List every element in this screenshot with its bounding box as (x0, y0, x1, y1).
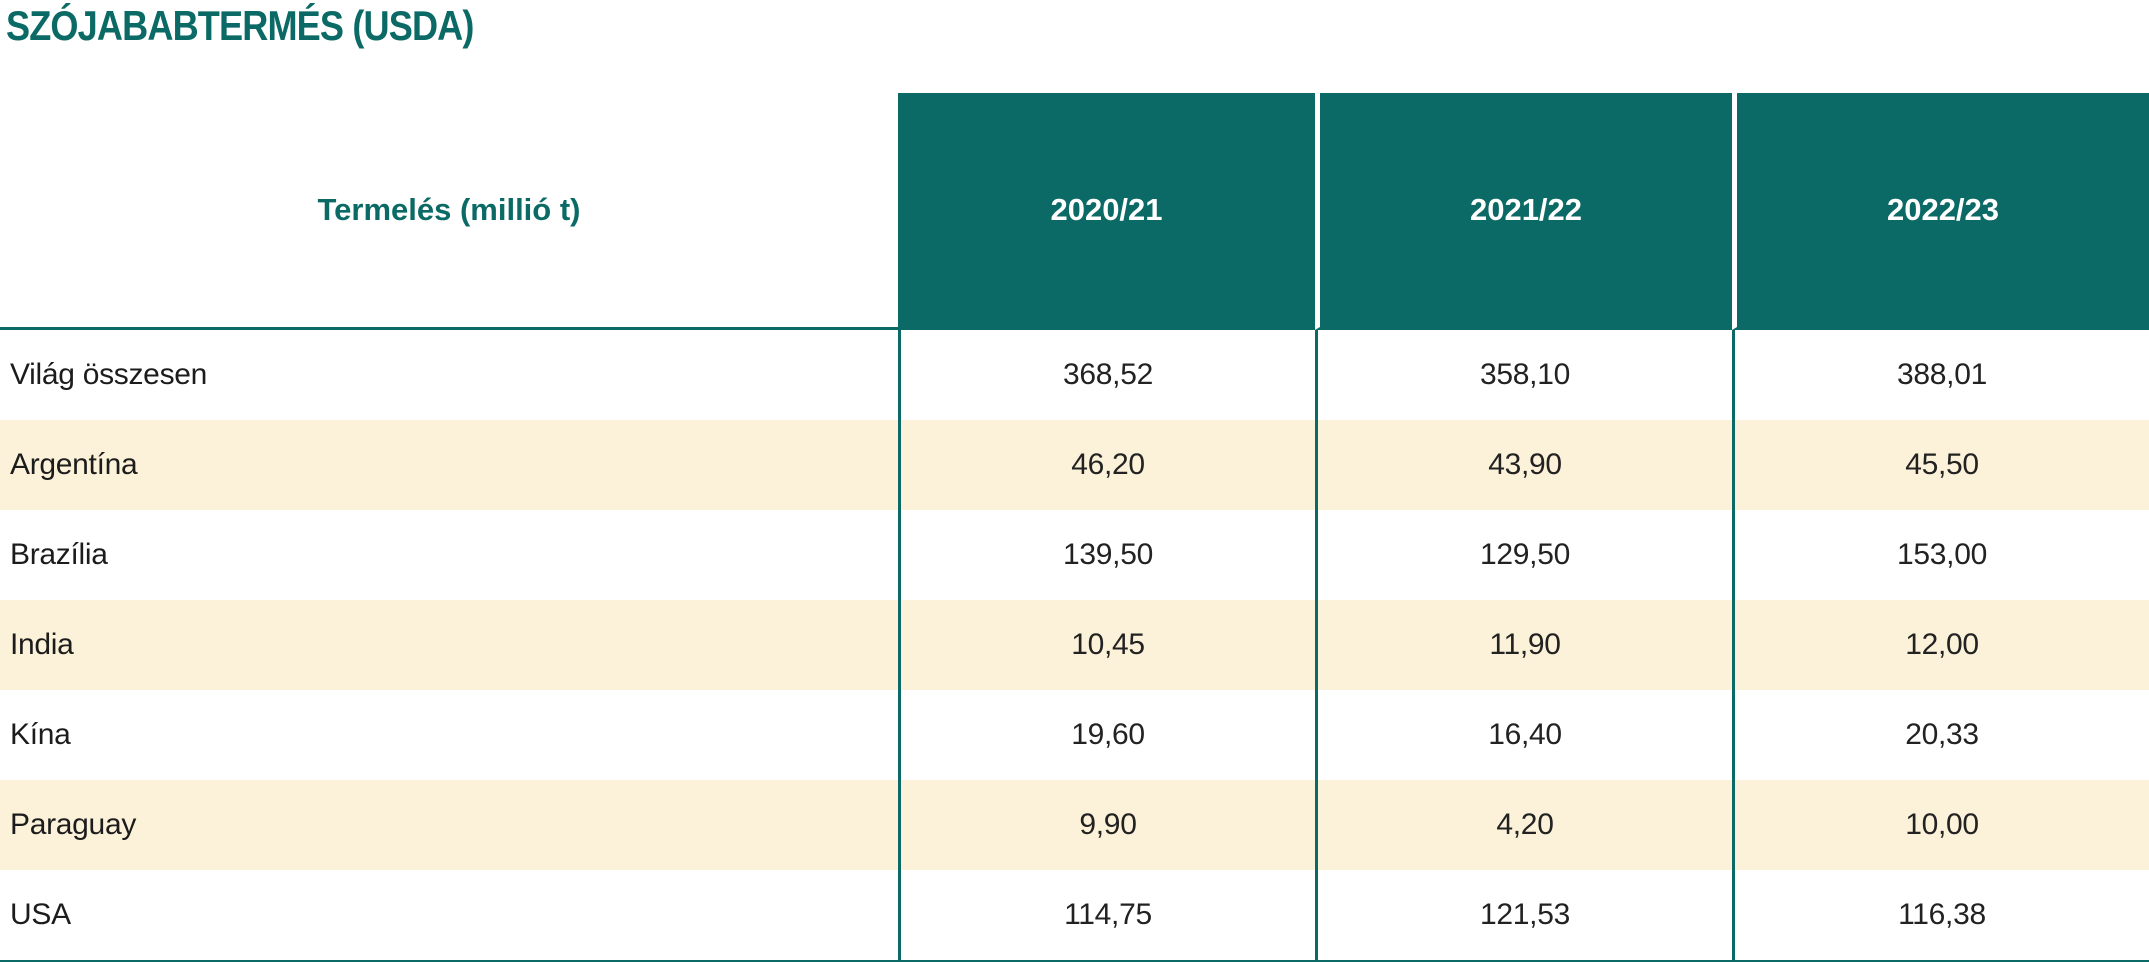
value-cell: 20,33 (1732, 690, 2149, 780)
row-label-cell: Brazília (10, 538, 108, 571)
value-cell: 368,52 (898, 330, 1315, 420)
value-cell: 358,10 (1315, 330, 1732, 420)
value-cell: 11,90 (1315, 600, 1732, 690)
column-header-2021-22: 2021/22 (1315, 93, 1732, 330)
value-cell: 10,45 (898, 600, 1315, 690)
value-cell: 10,00 (1732, 780, 2149, 870)
table-row-paraguay: Paraguay 9,90 4,20 10,00 (0, 780, 2149, 870)
row-label-cell: Kína (10, 718, 71, 751)
value-cell: 139,50 (898, 510, 1315, 600)
row-label-cell: Paraguay (10, 808, 137, 841)
value-cell: 388,01 (1732, 330, 2149, 420)
value-cell: 9,90 (898, 780, 1315, 870)
table-row-brazil: Brazília 139,50 129,50 153,00 (0, 510, 2149, 600)
value-cell: 45,50 (1732, 420, 2149, 510)
table-header-row: Termelés (millió t) 2020/21 2021/22 2022… (0, 93, 2149, 330)
row-label-cell: India (10, 628, 74, 661)
value-cell: 116,38 (1732, 870, 2149, 960)
value-cell: 46,20 (898, 420, 1315, 510)
value-cell: 4,20 (1315, 780, 1732, 870)
value-cell: 19,60 (898, 690, 1315, 780)
column-header-production-label: Termelés (millió t) (0, 93, 898, 330)
row-label-cell: Argentína (10, 448, 138, 481)
production-table: Termelés (millió t) 2020/21 2021/22 2022… (0, 93, 2149, 962)
value-cell: 153,00 (1732, 510, 2149, 600)
table-row-argentina: Argentína 46,20 43,90 45,50 (0, 420, 2149, 510)
value-cell: 114,75 (898, 870, 1315, 960)
value-cell: 129,50 (1315, 510, 1732, 600)
table-row-china: Kína 19,60 16,40 20,33 (0, 690, 2149, 780)
column-header-2022-23: 2022/23 (1732, 93, 2149, 330)
value-cell: 43,90 (1315, 420, 1732, 510)
row-label-cell: USA (10, 898, 71, 931)
value-cell: 12,00 (1732, 600, 2149, 690)
column-header-2020-21: 2020/21 (898, 93, 1315, 330)
value-cell: 121,53 (1315, 870, 1732, 960)
table-row-india: India 10,45 11,90 12,00 (0, 600, 2149, 690)
table-row-usa: USA 114,75 121,53 116,38 (0, 870, 2149, 960)
row-label-cell: Világ összesen (10, 358, 208, 391)
table-row-world: Világ összesen 368,52 358,10 388,01 (0, 330, 2149, 420)
page-title: SZÓJABABTERMÉS (USDA) (6, 2, 474, 49)
value-cell: 16,40 (1315, 690, 1732, 780)
